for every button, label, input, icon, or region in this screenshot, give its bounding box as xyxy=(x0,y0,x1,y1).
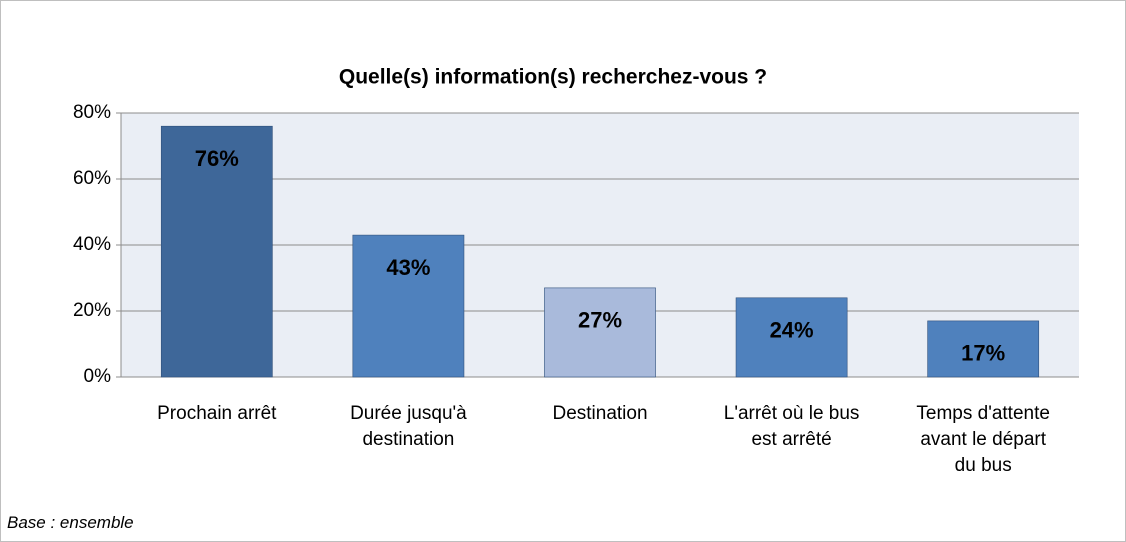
bar xyxy=(735,297,848,378)
x-tick-label: Destination xyxy=(552,403,648,424)
y-tick-label: 60% xyxy=(73,168,111,189)
y-tick-label: 40% xyxy=(73,234,111,255)
data-label: 76% xyxy=(195,146,239,171)
bar xyxy=(160,125,273,378)
y-tick-label: 0% xyxy=(84,366,112,387)
x-tick-label: Prochain arrêt xyxy=(157,403,277,424)
y-tick-label: 80% xyxy=(73,102,111,123)
bar xyxy=(544,287,656,378)
chart-title: Quelle(s) information(s) recherchez-vous… xyxy=(339,66,767,89)
bar xyxy=(352,234,465,378)
y-tick-label: 20% xyxy=(73,300,111,321)
data-label: 27% xyxy=(578,308,622,333)
note: Base : ensemble xyxy=(7,513,134,532)
data-label: 17% xyxy=(961,341,1005,366)
data-label: 24% xyxy=(770,318,814,343)
x-tick-label: Durée jusqu'à destination xyxy=(350,403,467,450)
x-tick-label: L'arrêt où le bus est arrêté xyxy=(723,403,860,450)
data-label: 43% xyxy=(386,255,430,280)
bar xyxy=(927,320,1040,378)
x-tick-label: Temps d'attente avant le départ du bus xyxy=(916,403,1050,476)
